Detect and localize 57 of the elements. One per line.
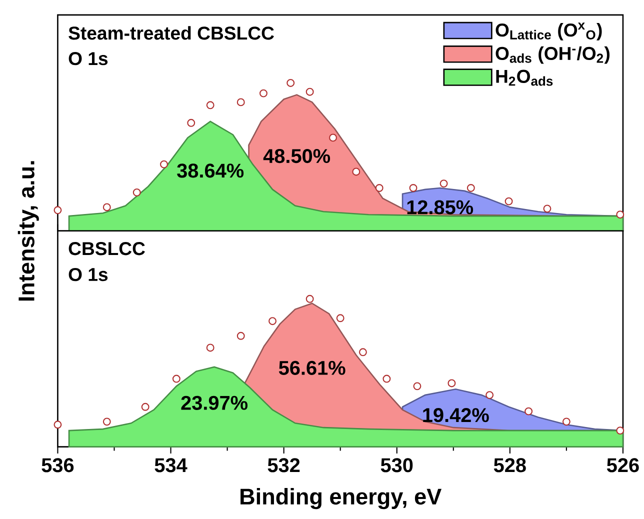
point — [543, 204, 552, 212]
point — [160, 160, 168, 168]
chart-title: CBSLCC — [68, 242, 145, 255]
point — [102, 417, 111, 426]
point — [206, 344, 214, 352]
chart-title: Steam-treated CBSLCC — [68, 26, 274, 40]
point — [54, 420, 62, 428]
point — [259, 89, 268, 98]
x-axis-title: Binding energy, eV — [240, 488, 442, 509]
point — [504, 197, 513, 206]
point — [336, 314, 344, 322]
point — [375, 184, 384, 192]
point — [236, 332, 245, 340]
annotation: 12.85% — [407, 200, 474, 214]
legend-label: O$_{ads}$ (OH$^{-}$/O$_{2}$) — [496, 46, 610, 64]
point — [448, 379, 456, 387]
point — [268, 316, 276, 325]
point — [409, 184, 418, 192]
chart-subtitle: O 1s — [68, 52, 108, 65]
point — [306, 294, 314, 303]
point — [466, 184, 475, 192]
annotation: 19.42% — [423, 408, 489, 422]
point — [206, 100, 214, 109]
x-tick-label: 536 — [42, 458, 74, 472]
point — [440, 179, 448, 188]
point — [616, 210, 624, 218]
chart-subtitle: O 1s — [68, 268, 108, 281]
point — [286, 78, 295, 87]
point — [306, 88, 314, 96]
annotation: 38.64% — [177, 163, 244, 178]
y-axis-title: Intensity, a.u. — [18, 160, 39, 300]
point — [172, 374, 180, 383]
point — [141, 402, 150, 411]
x-tick-label: 532 — [268, 458, 300, 472]
legend-label: O$_{Lattice}$ (O$^{x}$$_{O}$) — [496, 22, 602, 40]
point — [413, 382, 422, 390]
annotation: 56.61% — [278, 360, 346, 375]
legend-label: H$_{2}$O$_{ads}$ — [496, 70, 553, 86]
x-tick-label: 526 — [606, 458, 639, 472]
point — [352, 168, 360, 176]
point — [236, 98, 245, 106]
point — [616, 426, 624, 434]
point — [562, 417, 570, 426]
point — [382, 374, 391, 383]
x-tick-label: 528 — [494, 458, 526, 472]
point — [187, 118, 196, 127]
x-tick-label: 534 — [154, 458, 188, 472]
x-tick-label: 530 — [380, 458, 413, 472]
point — [132, 188, 141, 196]
point — [358, 348, 367, 356]
point — [54, 206, 62, 214]
point — [486, 390, 494, 399]
annotation: 48.50% — [263, 148, 330, 163]
point — [524, 407, 533, 416]
point — [329, 133, 337, 142]
annotation: 23.97% — [181, 396, 248, 410]
point — [102, 202, 111, 211]
